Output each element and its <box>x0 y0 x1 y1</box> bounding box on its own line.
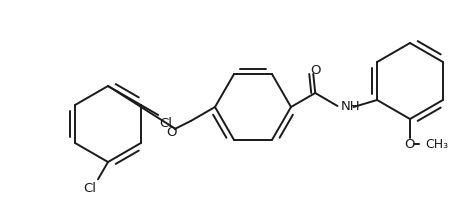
Text: Cl: Cl <box>83 181 96 194</box>
Text: CH₃: CH₃ <box>425 138 448 151</box>
Text: NH: NH <box>341 99 360 112</box>
Text: O: O <box>166 126 177 139</box>
Text: Cl: Cl <box>159 116 172 129</box>
Text: O: O <box>310 63 320 76</box>
Text: O: O <box>405 138 415 151</box>
